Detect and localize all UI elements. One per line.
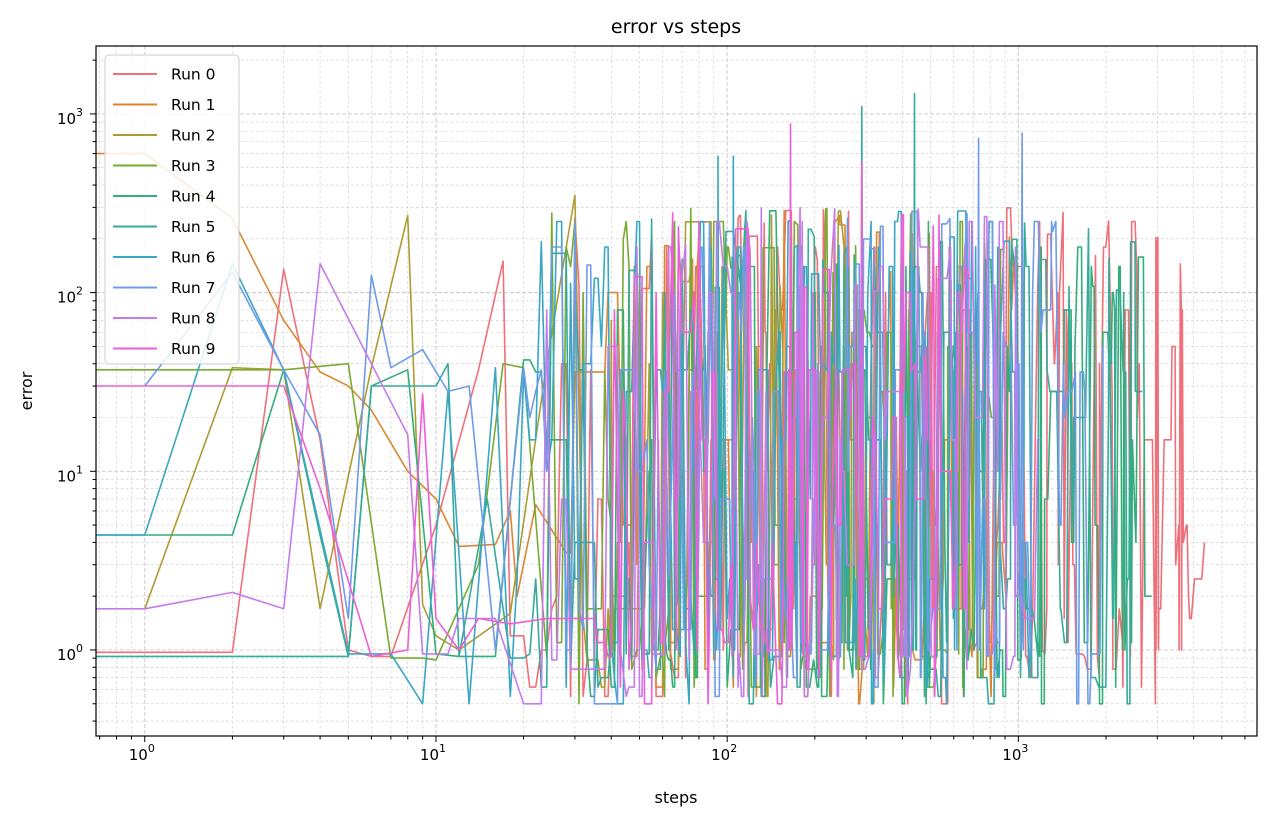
x-tick-label: 100 (129, 742, 155, 764)
x-tick-label: 102 (711, 742, 737, 764)
series-layer (96, 92, 1206, 705)
legend-label: Run 9 (171, 340, 216, 358)
series-line-run-3 (96, 207, 1003, 705)
series-line-run-6 (96, 155, 1035, 705)
x-axis-label: steps (655, 788, 698, 807)
legend-label: Run 6 (171, 249, 216, 267)
legend-label: Run 0 (171, 66, 216, 84)
legend-label: Run 2 (171, 127, 216, 145)
y-tick-label: 102 (57, 285, 83, 307)
legend-label: Run 3 (171, 157, 216, 175)
x-tick-label: 101 (420, 742, 446, 764)
chart-title: error vs steps (611, 16, 741, 38)
legend-label: Run 5 (171, 218, 216, 236)
legend-label: Run 1 (171, 96, 216, 114)
x-tick-label: 103 (1002, 742, 1028, 764)
y-axis-label: error (17, 371, 36, 410)
y-tick-label: 100 (57, 642, 83, 664)
legend-label: Run 8 (171, 310, 216, 328)
y-tick-label: 101 (57, 463, 83, 485)
axes: 100 101 102 103 100 101 102 103 (57, 59, 1246, 764)
legend: Run 0 Run 1 Run 2 Run 3 Run 4 Run 5 Run 6 Run 7… (104, 54, 240, 365)
y-tick-label: 103 (57, 106, 83, 128)
series-line-run-9 (96, 123, 971, 705)
legend-label: Run 7 (171, 279, 216, 297)
plot-area (95, 45, 1258, 737)
legend-label: Run 4 (171, 188, 216, 206)
